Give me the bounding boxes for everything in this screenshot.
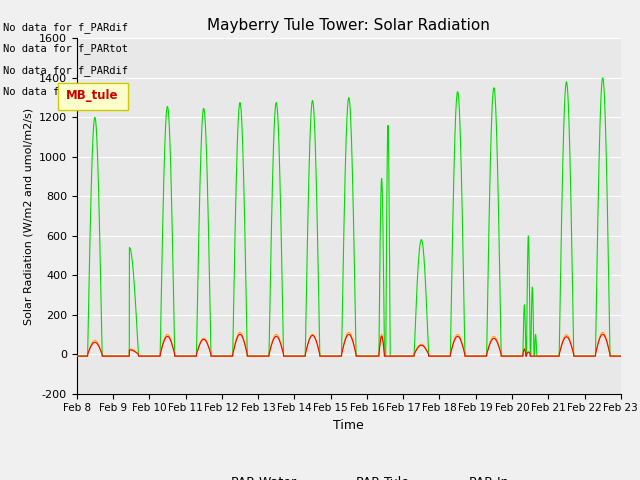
Y-axis label: Solar Radiation (W/m2 and umol/m2/s): Solar Radiation (W/m2 and umol/m2/s): [24, 108, 33, 324]
X-axis label: Time: Time: [333, 419, 364, 432]
Title: Mayberry Tule Tower: Solar Radiation: Mayberry Tule Tower: Solar Radiation: [207, 18, 490, 33]
Text: No data for f_PARtot: No data for f_PARtot: [3, 43, 128, 54]
Text: MB_tule: MB_tule: [66, 89, 118, 102]
Text: No data for f_PARdif: No data for f_PARdif: [3, 65, 128, 76]
Text: No data for f_PARtot: No data for f_PARtot: [3, 86, 128, 97]
Legend: PAR Water, PAR Tule, PAR In: PAR Water, PAR Tule, PAR In: [184, 471, 513, 480]
Text: No data for f_PARdif: No data for f_PARdif: [3, 22, 128, 33]
